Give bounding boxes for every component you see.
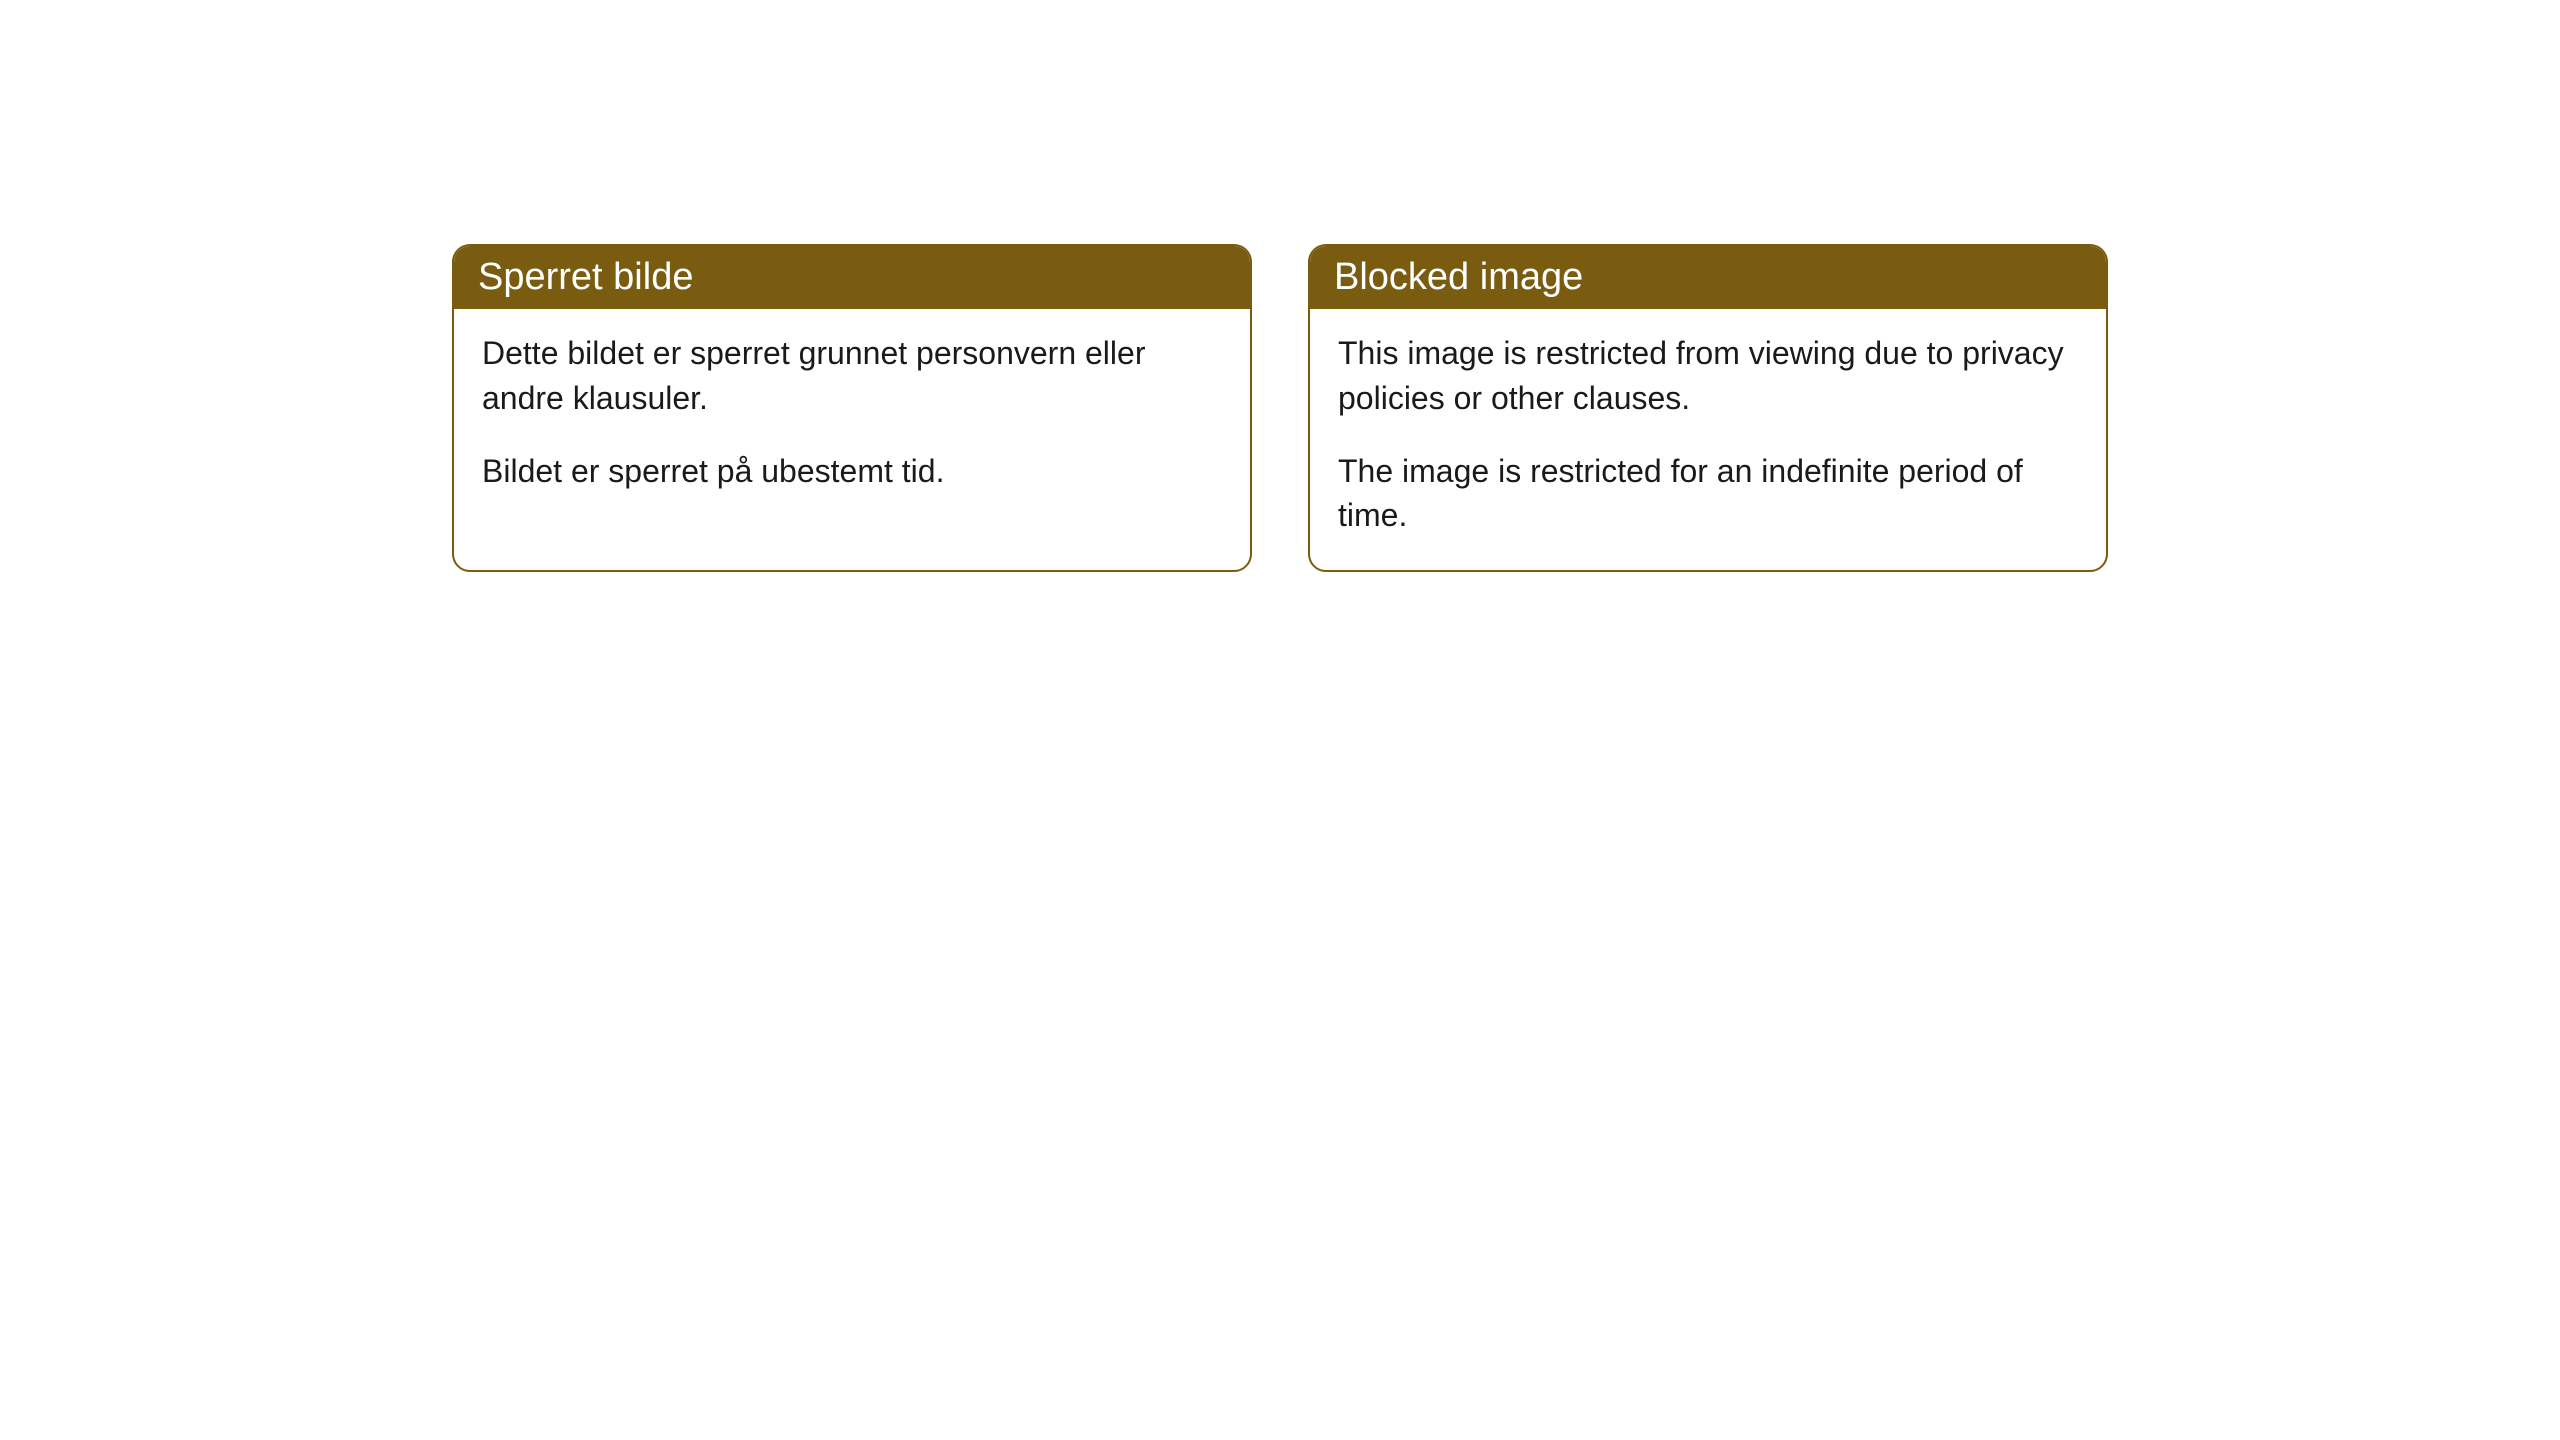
card-header-english: Blocked image [1310,246,2106,309]
card-paragraph: Bildet er sperret på ubestemt tid. [482,449,1222,494]
card-paragraph: The image is restricted for an indefinit… [1338,449,2078,539]
card-body-english: This image is restricted from viewing du… [1310,309,2106,570]
cards-container: Sperret bilde Dette bildet er sperret gr… [452,244,2108,572]
card-paragraph: This image is restricted from viewing du… [1338,331,2078,421]
card-header-norwegian: Sperret bilde [454,246,1250,309]
card-english: Blocked image This image is restricted f… [1308,244,2108,572]
card-norwegian: Sperret bilde Dette bildet er sperret gr… [452,244,1252,572]
card-body-norwegian: Dette bildet er sperret grunnet personve… [454,309,1250,525]
card-paragraph: Dette bildet er sperret grunnet personve… [482,331,1222,421]
